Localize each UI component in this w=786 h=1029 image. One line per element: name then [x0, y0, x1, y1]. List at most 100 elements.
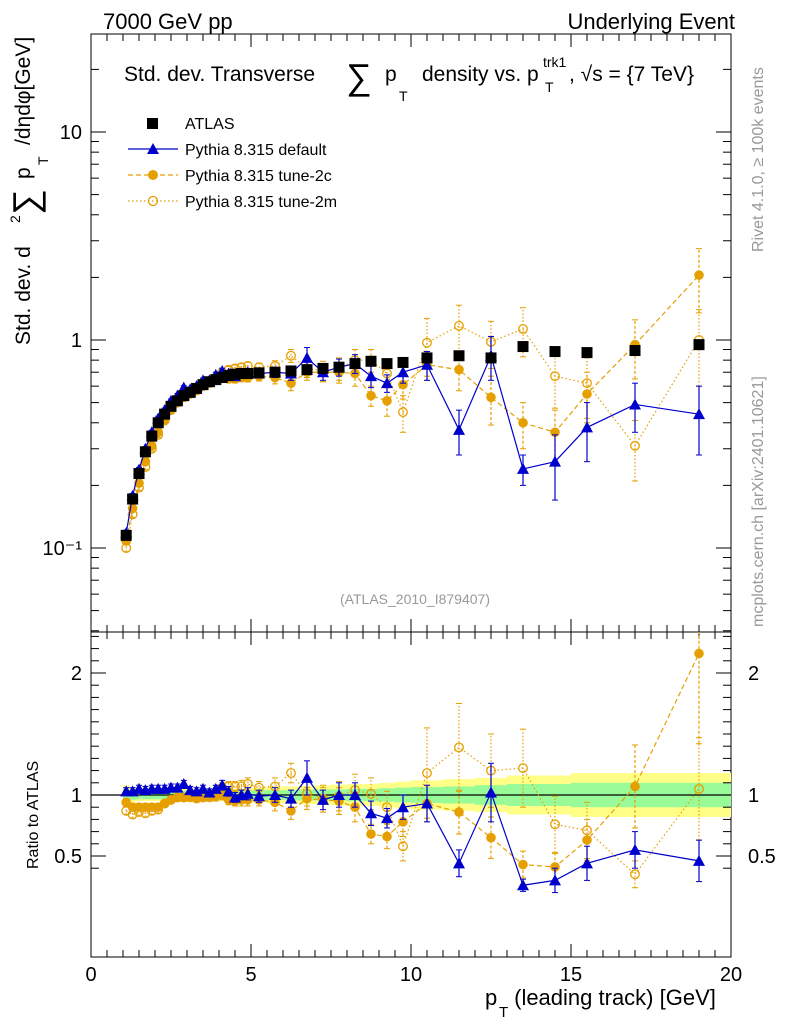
ratio-y-tick-label-right: 1 — [748, 785, 759, 807]
main-point-tune-2m — [286, 350, 296, 361]
legend-label-tune2m: Pythia 8.315 tune-2m — [185, 194, 337, 211]
main-title: Std. dev. Transverse ∑ p T density vs. p… — [124, 54, 694, 104]
header-right: Underlying Event — [567, 9, 735, 34]
main-point-atlas — [146, 430, 158, 442]
main-series-default — [120, 335, 705, 539]
main-ylabel: Std. dev. d 2 ∑ p T /dηdφ[GeV] — [5, 37, 51, 345]
main-point-atlas — [223, 370, 235, 382]
xlabel-T-subscript: T — [499, 1004, 508, 1021]
ratio-point-tune-2m — [518, 763, 528, 774]
ratio-point-default — [365, 807, 377, 819]
main-point-atlas — [197, 379, 209, 391]
main-point-tune-2c — [398, 379, 408, 390]
main-series-tune-2c — [121, 248, 704, 546]
ratio-point-default — [216, 779, 229, 791]
ratio-point-default — [693, 854, 705, 866]
ylabel-text-b: /dηdφ[GeV] — [12, 37, 35, 145]
ratio-y-tick-label: 1 — [71, 785, 82, 807]
ratio-point-tune-2c — [454, 807, 464, 817]
main-point-default — [301, 351, 313, 363]
rivet-label: Rivet 4.1.0, ≥ 100k events — [750, 67, 767, 252]
ratio-point-default — [241, 787, 254, 799]
ylabel-sum-symbol: ∑ — [5, 189, 46, 215]
ratio-y-tick-label-right: 2 — [748, 663, 759, 685]
main-point-tune-2m — [454, 320, 464, 331]
main-point-tune-2c — [582, 389, 592, 399]
ratio-point-default — [581, 857, 593, 869]
title-T-subscript: T — [399, 88, 408, 104]
ylabel-T-subscript: T — [35, 156, 51, 165]
main-point-atlas — [629, 345, 641, 357]
ratio-point-default — [349, 789, 361, 800]
main-point-default — [549, 455, 561, 467]
ratio-point-tune-2c — [694, 648, 704, 659]
main-point-default — [693, 408, 705, 420]
ylabel-superscript-2: 2 — [7, 215, 23, 223]
legend: ATLAS Pythia 8.315 default Pythia 8.315 … — [128, 116, 337, 211]
ratio-point-default — [397, 801, 409, 813]
main-point-atlas — [517, 341, 529, 353]
main-point-atlas — [210, 374, 222, 386]
main-line-tune-2c — [125, 274, 700, 542]
main-point-atlas — [165, 400, 177, 412]
ratio-point-tune-2c — [302, 793, 312, 804]
y-tick-label: 10 — [60, 122, 82, 144]
legend-marker-default — [147, 143, 159, 154]
main-point-atlas — [159, 408, 171, 420]
ratio-line-tune-2c — [125, 653, 700, 868]
ratio-point-tune-2m — [550, 819, 560, 830]
main-point-atlas — [581, 347, 593, 359]
main-point-tune-2c — [382, 396, 392, 406]
main-point-default — [581, 421, 593, 433]
ratio-point-tune-2m — [398, 841, 408, 852]
ratio-point-tune-2c — [382, 831, 392, 842]
main-point-tune-2c — [366, 390, 376, 401]
y-tick-label: 10⁻¹ — [43, 538, 83, 560]
ratio-point-tune-2m — [630, 869, 640, 880]
main-point-tune-2c — [694, 270, 704, 280]
main-point-atlas — [216, 372, 228, 384]
ratio-point-default — [485, 786, 497, 798]
main-point-atlas — [203, 376, 215, 388]
y-tick-label: 1 — [71, 330, 82, 352]
main-point-tune-2c — [486, 392, 496, 403]
ratio-point-default — [517, 879, 529, 891]
ratio-point-default — [333, 789, 345, 800]
legend-marker-tune2c — [148, 170, 158, 180]
ratio-point-default — [203, 786, 216, 798]
legend-marker-atlas — [147, 118, 158, 129]
main-point-atlas — [365, 355, 377, 367]
main-point-default — [365, 370, 377, 382]
ratio-point-default — [285, 792, 297, 804]
main-point-default — [453, 423, 465, 435]
legend-label-tune2c: Pythia 8.315 tune-2c — [185, 168, 332, 185]
x-tick-label: 5 — [245, 964, 256, 986]
header-left: 7000 GeV pp — [103, 9, 233, 34]
ratio-point-tune-2m — [366, 788, 376, 799]
legend-marker-tune2m — [147, 195, 159, 207]
main-point-atlas — [317, 362, 329, 374]
ratio-clip-group — [120, 632, 705, 894]
main-point-atlas — [133, 468, 145, 480]
main-point-atlas — [178, 390, 190, 402]
ratio-point-tune-2c — [518, 859, 528, 870]
ratio-point-default — [301, 771, 313, 783]
main-point-atlas — [139, 446, 151, 458]
ratio-point-default — [381, 812, 393, 824]
x-tick-label: 15 — [560, 964, 582, 986]
title-p: p — [385, 63, 397, 86]
ratio-point-default — [549, 874, 561, 886]
ratio-point-tune-2c — [366, 829, 376, 839]
ratio-series-default — [120, 760, 705, 894]
main-point-tune-2c — [127, 503, 138, 514]
ratio-point-default — [171, 781, 184, 793]
main-point-atlas — [253, 367, 265, 379]
main-point-atlas — [485, 352, 497, 364]
main-point-atlas — [421, 352, 433, 364]
xlabel: p T (leading track) [GeV] — [485, 985, 716, 1021]
axis-ticks: 0 5 10 15 20 10⁻¹ 1 10 0.5 0.5 1 1 2 2 — [43, 34, 776, 986]
main-series-layer — [120, 248, 705, 553]
main-point-default — [381, 377, 393, 389]
ratio-point-default — [253, 790, 265, 802]
main-point-tune-2m — [422, 337, 432, 348]
